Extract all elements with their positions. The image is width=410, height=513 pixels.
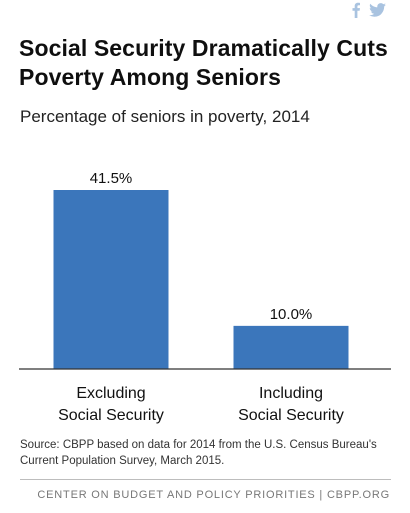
category-label-1: Including Social Security — [238, 385, 344, 424]
share-icons — [351, 2, 386, 18]
source-note: Source: CBPP based on data for 2014 from… — [20, 439, 377, 467]
bar-chart: 41.5% Excluding Social Security 10.0% Includ… — [19, 170, 391, 424]
facebook-icon[interactable] — [351, 2, 361, 18]
twitter-icon[interactable] — [369, 3, 386, 17]
data-label-0: 41.5% — [90, 170, 133, 187]
bar-0 — [53, 190, 169, 369]
footer-divider — [20, 479, 391, 480]
footer-credit: CENTER ON BUDGET AND POLICY PRIORITIES |… — [37, 489, 390, 501]
chart-title: Social Security Dramatically Cuts Povert… — [19, 35, 388, 90]
bar-1 — [233, 325, 349, 369]
data-label-1: 10.0% — [270, 306, 313, 323]
chart-subtitle: Percentage of seniors in poverty, 2014 — [20, 107, 310, 126]
category-label-0: Excluding Social Security — [58, 385, 164, 424]
